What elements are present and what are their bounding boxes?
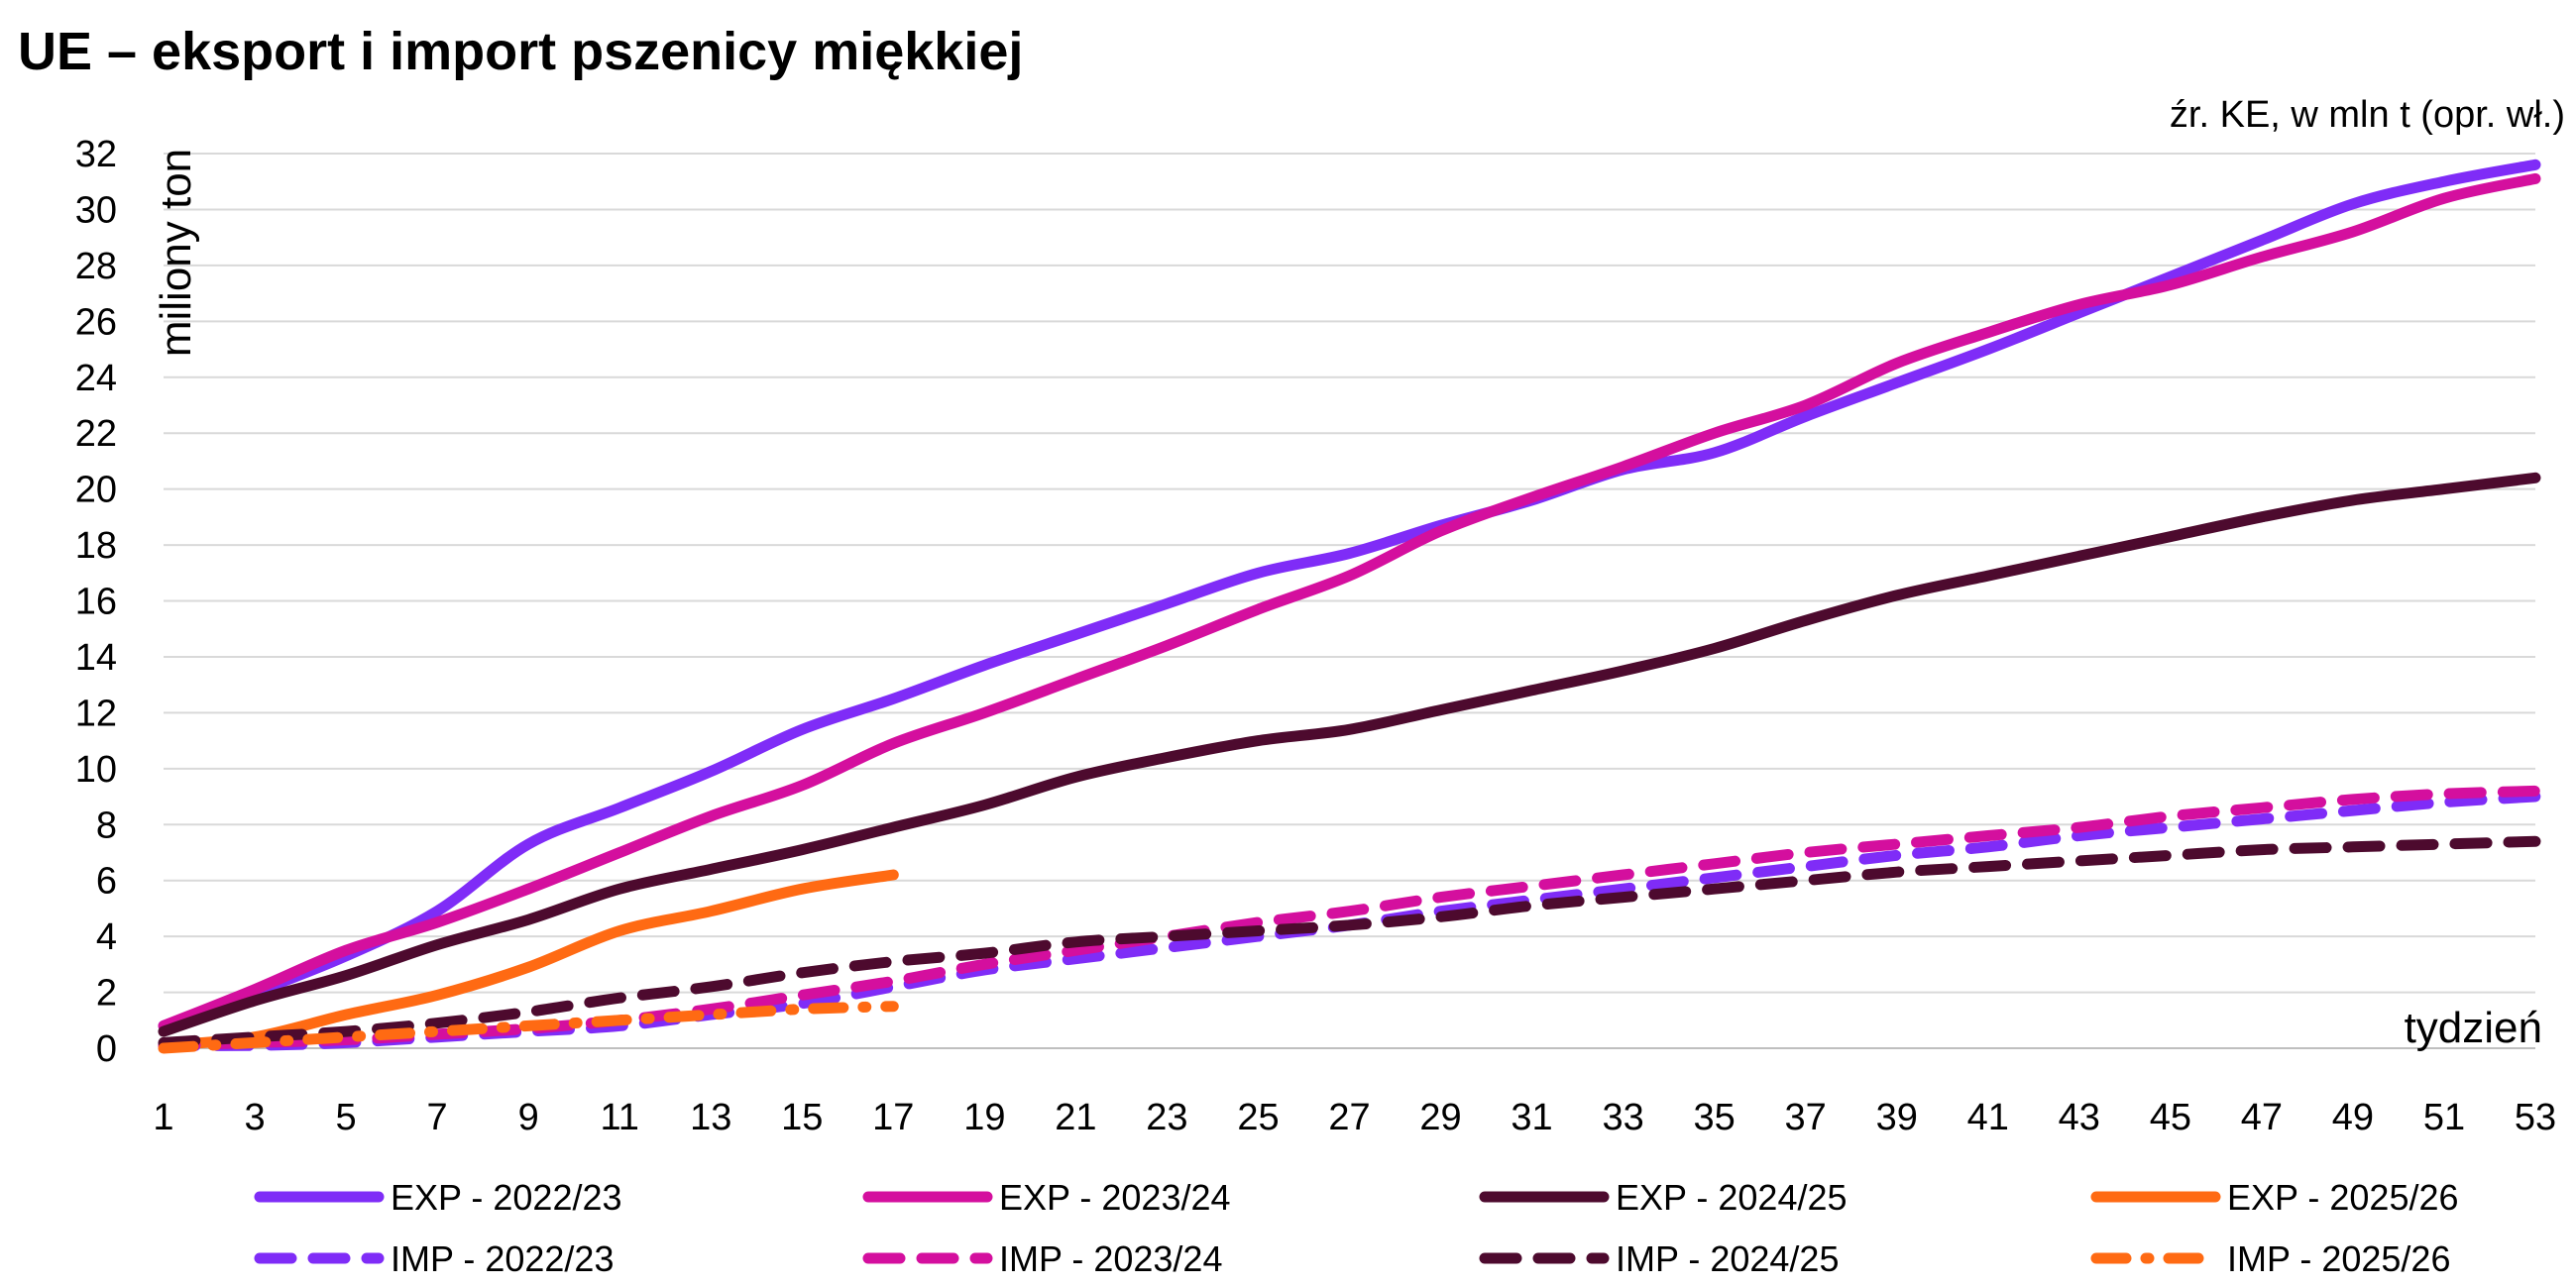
x-tick-label: 45 — [2150, 1097, 2191, 1138]
legend-label: IMP - 2022/23 — [391, 1238, 614, 1279]
y-tick-label: 8 — [96, 805, 117, 846]
x-tick-label: 19 — [963, 1097, 1005, 1138]
x-tick-label: 53 — [2515, 1097, 2556, 1138]
series-line-imp-2025-26 — [158, 1001, 899, 1054]
x-tick-label: 25 — [1237, 1097, 1279, 1138]
legend-item-imp-2022-23: IMP - 2022/23 — [254, 1238, 614, 1279]
legend-label: EXP - 2025/26 — [2227, 1177, 2459, 1218]
x-tick-label: 43 — [2059, 1097, 2100, 1138]
x-tick-label: 5 — [336, 1097, 357, 1138]
x-tick-label: 13 — [690, 1097, 731, 1138]
x-axis-label: tydzień — [2405, 1004, 2542, 1052]
y-tick-label: 10 — [75, 749, 117, 791]
legend-label: IMP - 2023/24 — [999, 1238, 1222, 1279]
legend-item-exp-2023-24: EXP - 2023/24 — [862, 1177, 1231, 1218]
legend-item-exp-2025-26: EXP - 2025/26 — [2090, 1177, 2459, 1218]
x-tick-label: 29 — [1419, 1097, 1461, 1138]
y-tick-label: 30 — [75, 189, 117, 231]
legend-label: IMP - 2024/25 — [1616, 1238, 1839, 1279]
y-tick-label: 20 — [75, 470, 117, 511]
legend-label: EXP - 2023/24 — [999, 1177, 1231, 1218]
y-tick-label: 6 — [96, 861, 117, 903]
x-tick-label: 21 — [1055, 1097, 1096, 1138]
x-tick-label: 31 — [1511, 1097, 1552, 1138]
y-tick-label: 14 — [75, 637, 117, 679]
x-tick-label: 33 — [1602, 1097, 1643, 1138]
x-tick-label: 39 — [1876, 1097, 1918, 1138]
legend-item-exp-2022-23: EXP - 2022/23 — [254, 1177, 622, 1218]
series-line-imp-2024-25 — [158, 835, 2541, 1048]
legend-label: EXP - 2022/23 — [391, 1177, 622, 1218]
x-tick-label: 7 — [427, 1097, 448, 1138]
y-tick-label: 24 — [75, 358, 117, 399]
legend-label: EXP - 2024/25 — [1616, 1177, 1848, 1218]
source-note: źr. KE, w mln t (opr. wł.) — [2170, 94, 2565, 136]
x-tick-label: 47 — [2241, 1097, 2283, 1138]
y-tick-label: 2 — [96, 973, 117, 1015]
series-line-exp-2024-25 — [158, 472, 2541, 1037]
x-tick-label: 11 — [600, 1097, 638, 1138]
x-tick-label: 1 — [153, 1097, 173, 1138]
x-tick-label: 23 — [1146, 1097, 1187, 1138]
y-tick-label: 12 — [75, 693, 117, 734]
y-tick-label: 4 — [96, 916, 117, 958]
legend-label: IMP - 2025/26 — [2227, 1238, 2450, 1279]
legend-item-imp-2023-24: IMP - 2023/24 — [862, 1238, 1222, 1279]
x-tick-label: 27 — [1328, 1097, 1370, 1138]
x-tick-label: 15 — [781, 1097, 823, 1138]
series-layer — [158, 159, 2541, 1054]
x-tick-label: 35 — [1694, 1097, 1736, 1138]
legend-item-imp-2024-25: IMP - 2024/25 — [1479, 1238, 1839, 1279]
series-line-exp-2023-24 — [158, 172, 2541, 1031]
legend-item-exp-2024-25: EXP - 2024/25 — [1479, 1177, 1848, 1218]
chart-title: UE – eksport i import pszenicy miękkiej — [18, 22, 1023, 81]
y-axis-label: miliony ton — [152, 149, 200, 357]
legend-item-imp-2025-26: IMP - 2025/26 — [2090, 1238, 2450, 1279]
x-tick-label: 37 — [1785, 1097, 1827, 1138]
y-tick-label: 28 — [75, 246, 117, 287]
y-tick-label: 0 — [96, 1028, 117, 1070]
y-tick-label: 32 — [75, 134, 117, 175]
x-tick-label: 41 — [1967, 1097, 2009, 1138]
y-tick-label: 22 — [75, 413, 117, 455]
y-tick-label: 26 — [75, 301, 117, 343]
x-tick-label: 49 — [2332, 1097, 2374, 1138]
grid — [164, 153, 2535, 1049]
x-tick-label: 3 — [244, 1097, 265, 1138]
x-tick-label: 51 — [2423, 1097, 2465, 1138]
y-tick-label: 16 — [75, 582, 117, 623]
x-tick-label: 17 — [872, 1097, 914, 1138]
y-tick-label: 18 — [75, 525, 117, 567]
legend: EXP - 2022/23 EXP - 2023/24 EXP - 2024/25 E… — [254, 1177, 2459, 1279]
x-tick-label: 9 — [518, 1097, 539, 1138]
x-axis-ticks: 1 3 5 7 9 11 13 15 17 19 21 23 25 27 29 31 33 35 37 39 41 43 4… — [153, 1097, 2556, 1138]
series-line-exp-2025-26 — [158, 869, 899, 1051]
